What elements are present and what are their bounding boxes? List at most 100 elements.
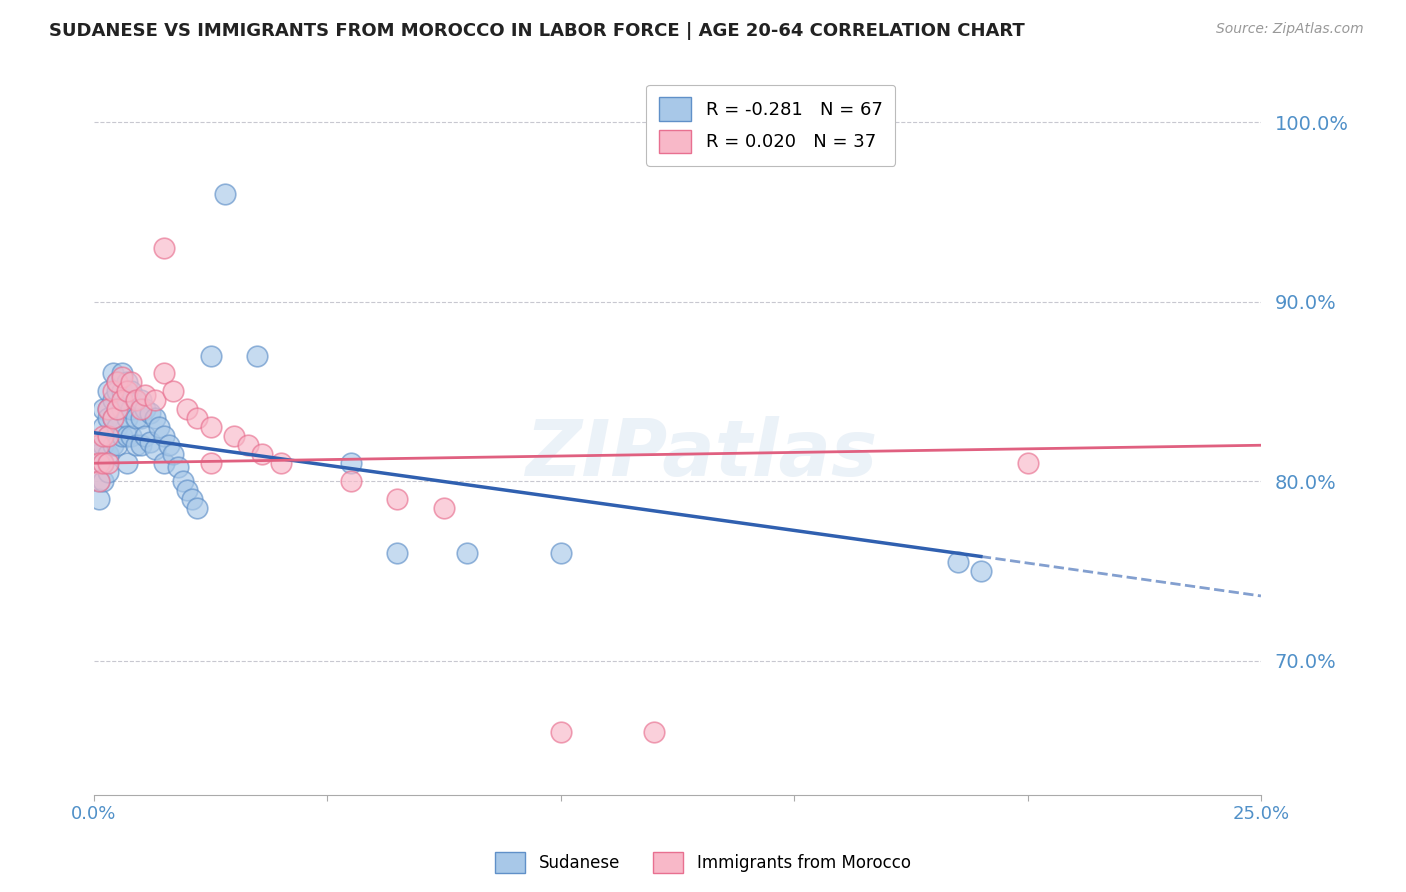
Point (111, 384, 134, 399)
Point (87, 438, 110, 452)
Point (125, 411, 148, 425)
Point (143, 411, 166, 425)
Point (91, 402, 114, 417)
Legend: Sudanese, Immigrants from Morocco: Sudanese, Immigrants from Morocco (489, 846, 917, 880)
Point (176, 483, 198, 497)
Point (105, 420, 128, 434)
Point (125, 393, 148, 408)
Point (129, 402, 152, 417)
Point (643, 725, 665, 739)
Point (134, 429, 156, 443)
Point (186, 411, 208, 425)
Point (87, 474, 110, 488)
Point (111, 402, 134, 417)
Text: ZIPatlas: ZIPatlas (524, 416, 877, 491)
Point (111, 429, 134, 443)
Legend: R = -0.281   N = 67, R = 0.020   N = 37: R = -0.281 N = 67, R = 0.020 N = 37 (647, 85, 896, 166)
Point (143, 393, 166, 408)
Point (91, 438, 114, 452)
Point (200, 349, 222, 363)
Point (214, 187, 236, 202)
Point (111, 393, 134, 408)
Point (120, 429, 142, 443)
Point (129, 393, 152, 408)
Point (91, 456, 114, 470)
Point (105, 402, 128, 417)
Point (172, 474, 194, 488)
Point (148, 420, 170, 434)
Point (236, 438, 259, 452)
Point (120, 402, 142, 417)
Point (105, 438, 128, 452)
Text: Source: ZipAtlas.com: Source: ZipAtlas.com (1216, 22, 1364, 37)
Point (101, 438, 124, 452)
Point (387, 491, 409, 506)
Point (111, 367, 134, 381)
Point (115, 429, 138, 443)
Point (200, 420, 222, 434)
Point (87, 447, 110, 461)
Point (97, 429, 120, 443)
Point (970, 564, 993, 578)
Point (339, 456, 361, 470)
Point (97, 402, 120, 417)
Point (97, 465, 120, 479)
Point (115, 411, 138, 425)
Point (339, 474, 361, 488)
Point (157, 438, 180, 452)
Point (143, 442, 166, 456)
Point (270, 456, 292, 470)
Point (101, 384, 124, 399)
Point (222, 429, 245, 443)
Point (101, 393, 124, 408)
Point (134, 388, 156, 402)
Point (105, 402, 128, 417)
Point (115, 376, 138, 390)
Point (153, 456, 176, 470)
Point (101, 411, 124, 425)
Point (97, 447, 120, 461)
Point (129, 438, 152, 452)
Point (153, 429, 176, 443)
Point (115, 384, 138, 399)
Point (550, 546, 572, 560)
Point (186, 501, 208, 516)
Point (111, 370, 134, 384)
Point (433, 501, 456, 516)
Point (167, 459, 190, 474)
Point (181, 491, 204, 506)
Point (87, 491, 110, 506)
Point (91, 429, 114, 443)
Point (87, 474, 110, 488)
Point (139, 406, 162, 420)
Point (97, 384, 120, 399)
Point (946, 555, 969, 569)
Point (120, 384, 142, 399)
Point (129, 411, 152, 425)
Point (1017, 456, 1039, 470)
Point (105, 376, 128, 390)
Point (105, 384, 128, 399)
Point (162, 447, 184, 461)
Point (97, 402, 120, 417)
Point (456, 546, 478, 560)
Point (101, 367, 124, 381)
Point (125, 393, 148, 408)
Point (97, 429, 120, 443)
Point (97, 411, 120, 425)
Point (97, 456, 120, 470)
Point (134, 402, 156, 417)
Point (115, 456, 138, 470)
Point (105, 376, 128, 390)
Point (153, 367, 176, 381)
Point (87, 438, 110, 452)
Point (550, 725, 572, 739)
Point (153, 241, 176, 255)
Point (91, 456, 114, 470)
Point (139, 434, 162, 449)
Point (246, 349, 269, 363)
Point (387, 546, 409, 560)
Point (120, 376, 142, 390)
Point (125, 438, 148, 452)
Point (91, 474, 114, 488)
